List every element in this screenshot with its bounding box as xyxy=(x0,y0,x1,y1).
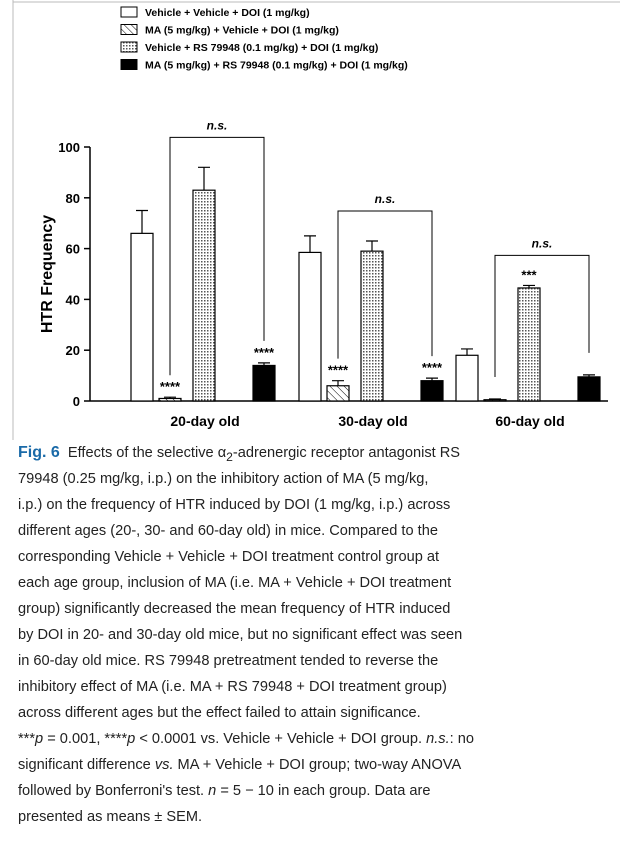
caption-text: < 0.0001 vs. Vehicle + Vehicle + DOI gro… xyxy=(135,731,427,747)
caption-text: 79948 (0.25 mg/kg, i.p.) on the inhibito… xyxy=(18,471,429,487)
bracket xyxy=(169,136,265,376)
caption-line: each age group, inclusion of MA (i.e. MA… xyxy=(18,570,451,596)
caption-text: -adrenergic receptor antagonist RS xyxy=(232,445,461,461)
caption-line: across different ages but the effect fai… xyxy=(18,700,421,726)
bracket-label: n.s. xyxy=(532,236,553,250)
legend-label: MA (5 mg/kg) + RS 79948 (0.1 mg/kg) + DO… xyxy=(145,60,408,72)
legend-swatch xyxy=(120,59,138,70)
x-tick-label: 20-day old xyxy=(170,413,239,429)
caption-line: ***p = 0.001, ****p < 0.0001 vs. Vehicle… xyxy=(18,726,474,752)
caption-line: 79948 (0.25 mg/kg, i.p.) on the inhibito… xyxy=(18,466,428,492)
legend-swatch xyxy=(120,24,138,35)
error-bar xyxy=(426,377,438,381)
caption-text: across different ages but the effect fai… xyxy=(18,705,421,721)
caption-text: = 5 − 10 in each group. Data are xyxy=(216,783,431,799)
caption-text: inhibitory effect of MA (i.e. MA + RS 79… xyxy=(18,679,447,695)
error-bar xyxy=(366,240,378,252)
error-bar xyxy=(523,284,535,288)
caption-text: *** xyxy=(18,731,36,747)
y-tick-label: 40 xyxy=(66,292,80,307)
bar xyxy=(517,287,541,402)
caption-text: each age group, inclusion of MA (i.e. MA… xyxy=(18,575,452,591)
bar xyxy=(192,189,216,402)
caption-line: corresponding Vehicle + Vehicle + DOI tr… xyxy=(18,544,439,570)
caption-text: : no xyxy=(449,731,474,747)
caption-line: Fig. 6 Effects of the selective α2-adren… xyxy=(18,440,460,466)
significance-label: *** xyxy=(521,267,537,282)
legend-label: MA (5 mg/kg) + Vehicle + DOI (1 mg/kg) xyxy=(145,25,339,37)
legend-swatch xyxy=(120,6,138,18)
caption-line: inhibitory effect of MA (i.e. MA + RS 79… xyxy=(18,674,447,700)
caption-text: 2 xyxy=(226,449,233,464)
bar xyxy=(158,397,182,402)
caption-text: Fig. 6 xyxy=(18,444,60,461)
bracket-label: n.s. xyxy=(207,118,228,132)
error-bar xyxy=(583,374,595,377)
error-bar xyxy=(304,235,316,253)
caption-line: in 60-day old mice. RS 79948 pretreatmen… xyxy=(18,648,438,674)
significance-label: **** xyxy=(328,363,349,378)
significance-label: **** xyxy=(160,379,181,394)
caption-text: n xyxy=(208,783,217,799)
caption-text: corresponding Vehicle + Vehicle + DOI tr… xyxy=(18,549,440,565)
legend-swatch xyxy=(120,41,138,53)
caption-text: = 0.001, **** xyxy=(43,731,128,747)
caption-line: group) significantly decreased the mean … xyxy=(18,596,450,622)
bracket-label: n.s. xyxy=(375,192,396,206)
bar xyxy=(455,354,479,402)
caption-line: presented as means ± SEM. xyxy=(18,804,202,830)
bracket xyxy=(337,210,433,359)
caption-text: by DOI in 20- and 30-day old mice, but n… xyxy=(18,627,463,643)
caption-line: followed by Bonferroni's test. n = 5 − 1… xyxy=(18,778,431,804)
x-tick-label: 60-day old xyxy=(495,413,564,429)
caption-line: significant difference vs. MA + Vehicle … xyxy=(18,752,461,778)
caption-text: p xyxy=(35,731,44,747)
caption-text: significant difference xyxy=(18,757,155,773)
caption-text: different ages (20-, 30- and 60-day old)… xyxy=(18,523,438,539)
error-bar xyxy=(332,380,344,386)
y-axis-label: HTR Frequency xyxy=(39,215,56,333)
caption-text: followed by Bonferroni's test. xyxy=(18,783,209,799)
bar xyxy=(298,251,322,402)
bar xyxy=(360,250,384,402)
caption-text: presented as means ± SEM. xyxy=(18,809,203,825)
legend-label: Vehicle + RS 79948 (0.1 mg/kg) + DOI (1 … xyxy=(145,42,378,54)
caption-text: vs. xyxy=(154,757,174,773)
caption-line: i.p.) on the frequency of HTR induced by… xyxy=(18,492,450,518)
caption-text: n.s. xyxy=(426,731,450,747)
caption-text: group) significantly decreased the mean … xyxy=(18,601,451,617)
caption-text: p xyxy=(127,731,136,747)
legend-label: Vehicle + Vehicle + DOI (1 mg/kg) xyxy=(145,7,310,19)
y-tick-label: 100 xyxy=(58,140,80,155)
bar xyxy=(252,364,276,402)
caption-line: different ages (20-, 30- and 60-day old)… xyxy=(18,518,438,544)
chart: HTR Frequency Vehicle + Vehicle + DOI (1… xyxy=(12,0,620,440)
bar xyxy=(577,376,601,402)
error-bar xyxy=(198,166,210,191)
bar xyxy=(326,385,350,402)
y-tick-label: 60 xyxy=(66,242,80,257)
caption-line: by DOI in 20- and 30-day old mice, but n… xyxy=(18,622,462,648)
x-tick-label: 30-day old xyxy=(338,413,407,429)
error-bar xyxy=(258,362,270,366)
error-bar xyxy=(461,348,473,356)
y-tick-label: 80 xyxy=(66,191,80,206)
bracket xyxy=(494,254,590,377)
significance-label: **** xyxy=(422,360,443,375)
y-tick-label: 20 xyxy=(66,343,80,358)
bar xyxy=(483,399,507,402)
error-bar xyxy=(489,398,501,400)
caption-text: i.p.) on the frequency of HTR induced by… xyxy=(18,497,451,513)
bar xyxy=(420,380,444,402)
error-bar xyxy=(164,396,176,399)
significance-label: **** xyxy=(254,345,275,360)
caption-text: in 60-day old mice. RS 79948 pretreatmen… xyxy=(18,653,439,669)
error-bar xyxy=(136,209,148,234)
bar xyxy=(130,232,154,402)
y-tick-label: 0 xyxy=(73,394,80,409)
caption-text: MA + Vehicle + DOI group; two-way ANOVA xyxy=(173,757,462,773)
caption-text: Effects of the selective α xyxy=(59,445,227,461)
